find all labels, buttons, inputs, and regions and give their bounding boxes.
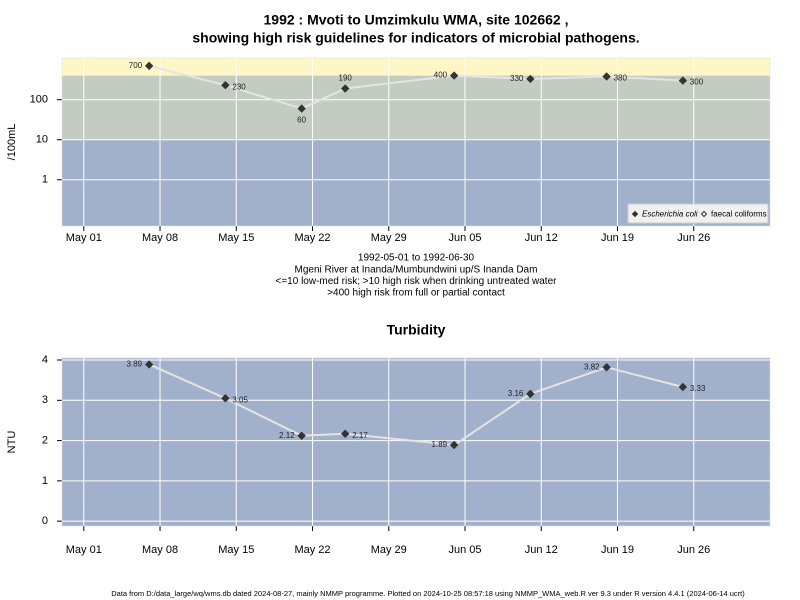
- legend-label: faecal coliforms: [711, 210, 767, 219]
- value-label: 2.17: [352, 431, 368, 440]
- x-tick-label: May 08: [142, 232, 178, 244]
- x-tick-label: May 15: [218, 232, 254, 244]
- data-point: [297, 104, 306, 113]
- x-tick-label: Jun 19: [601, 232, 634, 244]
- x-tick-label: May 22: [294, 232, 330, 244]
- value-label: 300: [690, 78, 704, 87]
- data-point: [221, 394, 230, 403]
- legend-marker: [700, 210, 708, 218]
- note: <=10 low-med risk; >10 high risk when dr…: [276, 276, 558, 287]
- y-axis-label: NTU: [6, 431, 18, 454]
- data-point: [340, 84, 350, 93]
- y-tick-label: 100: [30, 94, 48, 106]
- chart-title: 1992 : Mvoti to Umzimkulu WMA, site 1026…: [264, 12, 569, 28]
- x-tick-label: Jun 05: [448, 232, 481, 244]
- value-label: 3.16: [508, 389, 524, 398]
- data-point: [678, 382, 688, 392]
- legend-box: [627, 203, 769, 224]
- x-tick-label: Jun 19: [601, 544, 634, 556]
- value-label: 3.89: [127, 360, 143, 369]
- data-point: [340, 429, 350, 438]
- value-label: 1.89: [432, 440, 448, 449]
- data-point: [144, 360, 154, 369]
- data-point: [144, 61, 154, 71]
- y-tick-label: 4: [42, 354, 48, 366]
- y-tick-label: 3: [42, 394, 48, 406]
- value-label: 3.82: [584, 362, 600, 371]
- x-tick-label: May 01: [66, 544, 102, 556]
- data-point: [221, 81, 230, 90]
- chart-title: Turbidity: [387, 322, 446, 338]
- chart-title: showing high risk guidelines for indicat…: [192, 30, 639, 46]
- data-point: [297, 431, 306, 440]
- series-line: [148, 64, 683, 110]
- value-label: 3.05: [232, 395, 248, 404]
- risk-band: [62, 75, 770, 140]
- x-tick-label: May 01: [66, 232, 102, 244]
- note: 1992-05-01 to 1992-06-30: [358, 253, 475, 264]
- footer: Data from D:/data_large/wq/wms.db dated …: [111, 589, 745, 598]
- note: Mgeni River at Inanda/Mumbundwini up/S I…: [295, 264, 538, 275]
- x-tick-label: Jun 05: [448, 544, 481, 556]
- x-tick-label: May 08: [142, 544, 178, 556]
- plot-frame: [61, 57, 771, 227]
- data-point: [526, 389, 535, 399]
- data-point: [602, 363, 611, 372]
- note: >400 high risk from full or partial cont…: [327, 288, 505, 299]
- x-tick-label: Jun 26: [677, 232, 710, 244]
- x-tick-label: May 29: [371, 544, 407, 556]
- data-point: [526, 74, 535, 84]
- value-label: 60: [297, 116, 306, 125]
- data-point: [449, 71, 459, 80]
- value-label: 230: [232, 82, 246, 91]
- value-label: 3.33: [690, 384, 706, 393]
- x-tick-label: Jun 12: [525, 232, 558, 244]
- y-tick-label: 1: [42, 174, 48, 186]
- value-label: 330: [510, 74, 524, 83]
- plot-frame: [61, 357, 771, 527]
- y-tick-label: 10: [36, 134, 48, 146]
- legend-label: Escherichia coli: [642, 210, 698, 219]
- data-point: [602, 72, 611, 81]
- y-tick-label: 2: [42, 434, 48, 446]
- x-tick-label: Jun 26: [677, 544, 710, 556]
- data-point: [678, 76, 688, 85]
- risk-band: [62, 58, 770, 76]
- value-label: 190: [339, 74, 353, 83]
- y-tick-label: 0: [42, 515, 48, 527]
- x-tick-label: May 22: [294, 544, 330, 556]
- data-point: [449, 440, 459, 450]
- x-tick-label: Jun 12: [525, 544, 558, 556]
- legend-marker: [631, 210, 639, 218]
- series-line: [148, 363, 684, 447]
- x-tick-label: May 29: [371, 232, 407, 244]
- value-label: 700: [129, 61, 143, 70]
- value-label: 2.12: [279, 431, 295, 440]
- x-tick-label: May 15: [218, 544, 254, 556]
- value-label: 380: [614, 74, 628, 83]
- value-label: 400: [434, 71, 448, 80]
- y-axis-label: /100mL: [6, 124, 18, 161]
- y-tick-label: 1: [42, 475, 48, 487]
